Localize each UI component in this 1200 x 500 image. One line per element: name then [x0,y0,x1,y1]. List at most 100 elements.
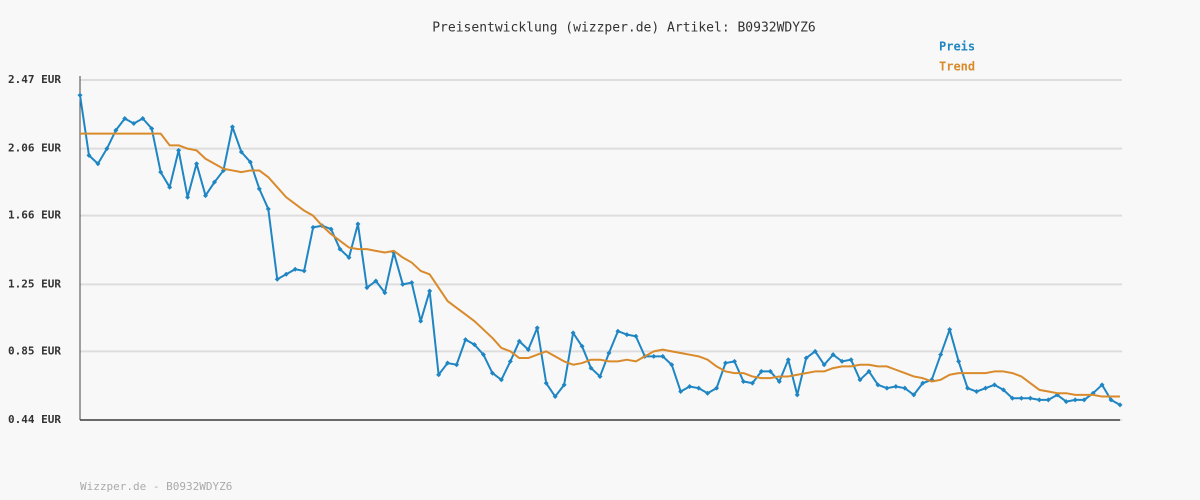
data-point [821,362,827,368]
data-point [445,360,451,366]
data-point [471,342,477,348]
data-point [238,149,244,155]
data-point [705,390,711,396]
data-point [104,146,110,152]
data-point [400,281,406,287]
data-point [77,92,83,98]
data-point [140,116,146,122]
data-point [463,337,469,343]
data-point [588,365,594,371]
data-point [803,355,809,361]
data-point [893,384,899,390]
data-point [714,385,720,391]
data-point [785,357,791,363]
series-line [80,132,1120,398]
data-point [687,384,693,390]
data-point [991,382,997,388]
data-point [274,276,280,282]
data-point [830,352,836,358]
data-point [947,327,953,333]
data-point [776,378,782,384]
data-point [507,358,513,364]
data-point [480,352,486,358]
data-point [812,348,818,354]
data-point [265,206,271,212]
data-point [633,333,639,339]
data-point [938,352,944,358]
data-point [418,318,424,324]
data-point [731,358,737,364]
data-point [534,325,540,331]
data-point [660,353,666,359]
data-point [454,362,460,368]
data-point [427,288,433,294]
data-point [95,161,101,167]
data-point [346,255,352,261]
data-point [1036,397,1042,403]
data-point [122,116,128,122]
data-point [382,290,388,296]
data-point [696,385,702,391]
data-point [489,370,495,376]
data-point [1099,382,1105,388]
y-tick-label: 1.25 EUR [8,277,61,290]
y-tick-label: 0.85 EUR [8,344,61,357]
data-point [211,179,217,185]
data-point [1063,399,1069,405]
data-point [965,385,971,391]
data-point [301,268,307,274]
y-tick-label: 2.47 EUR [8,73,61,86]
legend-label: Trend [939,60,975,74]
data-point [364,285,370,291]
data-point [983,385,989,391]
data-point [1108,397,1114,403]
data-point [149,126,155,132]
data-point [310,224,316,230]
data-point [1045,397,1051,403]
data-point [579,343,585,349]
data-point [624,332,630,338]
data-point [848,357,854,363]
data-point [131,121,137,127]
data-point [552,394,558,400]
data-point [256,186,262,192]
y-tick-label: 0.44 EUR [8,413,61,426]
data-point [615,328,621,334]
data-point [373,278,379,284]
data-point [866,368,872,374]
data-point [355,221,361,227]
data-point [794,392,800,398]
data-point [1000,387,1006,393]
legend-label: Preis [939,40,975,54]
data-point [920,380,926,386]
data-point [194,161,200,167]
y-tick-label: 2.06 EUR [8,142,61,155]
data-point [570,330,576,336]
data-point [911,392,917,398]
data-point [1027,395,1033,401]
data-point [498,377,504,383]
data-point [409,280,415,286]
data-point [158,169,164,175]
data-point [884,385,890,391]
data-point [740,378,746,384]
data-point [723,360,729,366]
data-point [337,246,343,252]
data-point [283,271,289,277]
data-point [229,124,235,130]
chart-title: Preisentwicklung (wizzper.de) Artikel: B… [432,21,816,36]
data-point [1072,397,1078,403]
data-point [292,266,298,272]
data-point [606,350,612,356]
data-point [525,347,531,353]
data-point [561,382,567,388]
data-point [185,194,191,200]
data-point [956,358,962,364]
data-point [436,372,442,378]
data-point [839,358,845,364]
data-point [651,353,657,359]
data-point [176,147,182,153]
data-point [1081,397,1087,403]
